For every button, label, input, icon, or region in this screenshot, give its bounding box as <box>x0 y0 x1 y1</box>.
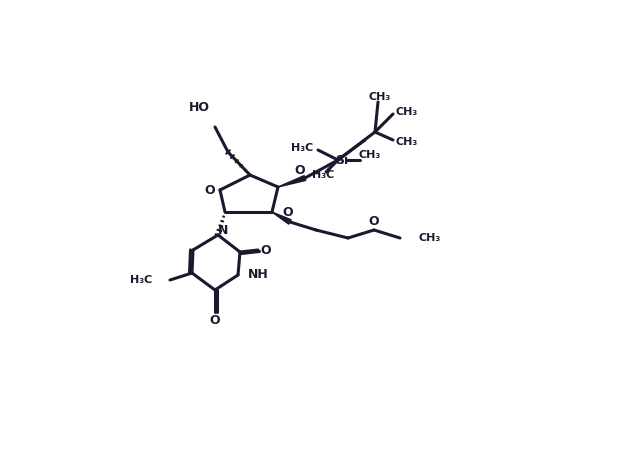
Text: HO: HO <box>189 101 209 113</box>
Text: Si: Si <box>335 154 349 166</box>
Text: NH: NH <box>248 268 269 282</box>
Text: O: O <box>294 164 305 177</box>
Text: CH₃: CH₃ <box>395 107 417 117</box>
Text: O: O <box>205 183 215 196</box>
Polygon shape <box>272 212 291 224</box>
Text: CH₃: CH₃ <box>418 233 440 243</box>
Text: H₃C: H₃C <box>130 275 152 285</box>
Text: H₃C: H₃C <box>312 170 334 180</box>
Text: CH₃: CH₃ <box>358 150 380 160</box>
Text: O: O <box>369 214 380 227</box>
Text: CH₃: CH₃ <box>369 92 391 102</box>
Text: O: O <box>260 243 271 257</box>
Text: N: N <box>218 224 228 236</box>
Text: CH₃: CH₃ <box>395 137 417 147</box>
Text: O: O <box>210 314 220 328</box>
Text: H₃C: H₃C <box>291 143 313 153</box>
Polygon shape <box>278 176 306 187</box>
Text: O: O <box>283 205 293 219</box>
